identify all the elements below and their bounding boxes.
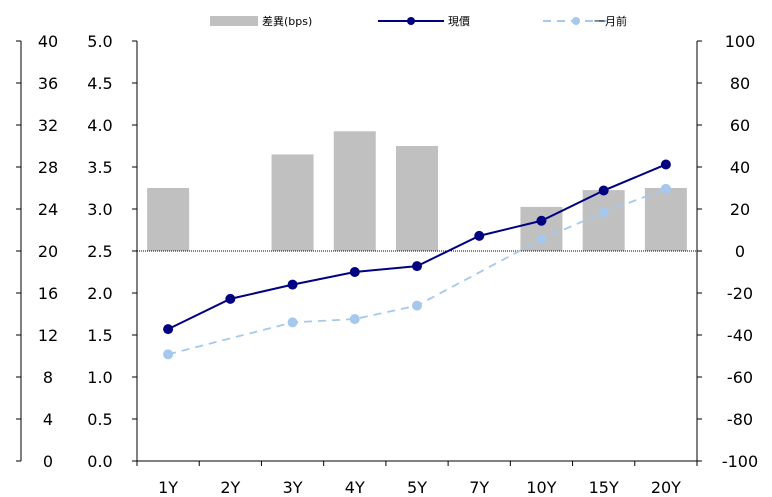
outer-left-axis-tick-label: 24 [38,200,58,219]
data-point [536,234,547,245]
outer-left-axis-tick-label: 8 [43,368,53,387]
data-point [412,300,422,311]
data-point [660,159,671,170]
right-axis-tick-label: -40 [727,326,753,345]
outer-left-axis-tick-label: 28 [38,158,58,177]
right-axis-tick-label: 20 [730,200,750,219]
right-axis-tick-label: -80 [727,410,753,429]
bar [396,146,438,251]
right-axis-tick-label: 40 [730,158,750,177]
legend-label: 一月前 [594,14,627,28]
inner-left-axis-tick-label: 4.0 [87,116,112,135]
x-tick-label: 2Y [220,478,240,497]
outer-left-axis-tick-label: 12 [38,326,58,345]
legend-swatch [210,16,258,26]
data-point [598,185,609,196]
data-point [474,230,485,241]
data-point [225,293,236,304]
right-axis-tick-label: -60 [727,368,753,387]
outer-left-axis-tick-label: 32 [38,116,58,135]
line-series [163,159,671,360]
bar [271,154,314,251]
bar-series [147,131,687,251]
bar [147,188,190,251]
bar [644,188,687,251]
bar [333,131,376,251]
inner-left-axis-tick-label: 2.5 [87,242,112,261]
right-axis-tick-label: -20 [727,284,753,303]
right-axis-tick-label: -100 [722,452,758,471]
inner-left-axis-tick-label: 1.0 [87,368,112,387]
data-point [349,314,360,325]
data-point [598,207,609,218]
right-axis-tick-label: 0 [735,242,745,261]
outer-left-axis-tick-label: 40 [38,32,58,51]
legend-label: 差異(bps) [262,14,312,28]
right-axis-tick-label: 80 [730,74,750,93]
x-tick-label: 7Y [469,478,489,497]
legend-marker [407,17,415,25]
inner-left-axis-tick-label: 0.0 [87,452,112,471]
x-tick-label: 4Y [345,478,365,497]
outer-left-axis-tick-label: 16 [38,284,58,303]
x-tick-label: 5Y [407,478,427,497]
inner-left-axis-tick-label: 2.0 [87,284,112,303]
inner-left-axis-tick-label: 3.5 [87,158,112,177]
inner-left-axis-tick-label: 4.5 [87,74,112,93]
data-point [163,349,174,360]
x-tick-label: 1Y [158,478,178,497]
outer-left-axis-tick-label: 0 [43,452,53,471]
x-tick-label: 3Y [283,478,303,497]
outer-left-axis-tick-label: 20 [38,242,58,261]
legend-label: 現價 [448,14,470,28]
legend: 差異(bps) 現價 一月前 [210,14,627,28]
data-point [287,317,298,328]
data-point [412,261,422,272]
data-point [349,267,360,277]
data-point [163,324,174,335]
inner-left-axis-tick-label: 1.5 [87,326,112,345]
data-point [536,215,547,226]
inner-left-axis-tick-label: 5.0 [87,32,112,51]
bar [582,190,625,251]
inner-left-axis-tick-label: 0.5 [87,410,112,429]
right-axis-tick-label: 100 [725,32,756,51]
data-point [287,279,298,290]
outer-left-axis-tick-label: 4 [43,410,53,429]
x-axis-labels: 1Y 2Y 3Y 4Y 5Y 7Y 10Y 15Y 20Y [158,478,681,497]
data-point [660,183,671,194]
x-tick-label: 10Y [526,478,556,497]
right-axis-tick-label: 60 [730,116,750,135]
x-tick-label: 20Y [651,478,681,497]
legend-marker [572,17,580,25]
inner-left-axis-tick-label: 3.0 [87,200,112,219]
x-tick-label: 15Y [589,478,619,497]
outer-left-axis-tick-label: 36 [38,74,58,93]
axes: 0 4 8 12 16 20 24 28 32 36 40 0.0 0.5 1.0 1.5 2.0 2.5 3.0… [16,32,758,471]
